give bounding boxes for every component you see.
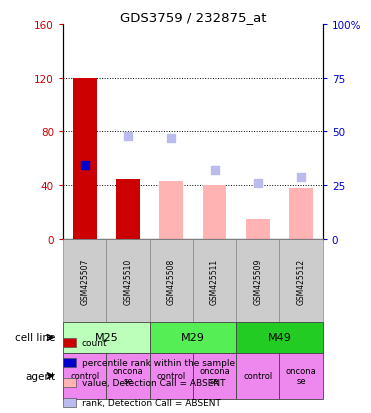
Bar bbox=[150, 322, 236, 353]
Bar bbox=[279, 240, 323, 322]
Bar bbox=[236, 322, 323, 353]
Bar bbox=[106, 240, 150, 322]
Text: GSM425511: GSM425511 bbox=[210, 258, 219, 304]
Bar bbox=[63, 322, 150, 353]
Bar bbox=[193, 353, 236, 399]
Bar bbox=[279, 353, 323, 399]
Bar bbox=[236, 353, 279, 399]
Text: rank, Detection Call = ABSENT: rank, Detection Call = ABSENT bbox=[82, 398, 220, 407]
Bar bbox=[289, 188, 313, 240]
Text: oncona
se: oncona se bbox=[286, 366, 316, 385]
Text: percentile rank within the sample: percentile rank within the sample bbox=[82, 358, 235, 367]
Bar bbox=[246, 219, 270, 240]
Text: oncona
se: oncona se bbox=[199, 366, 230, 385]
Point bbox=[211, 168, 217, 174]
Bar bbox=[236, 240, 279, 322]
Point bbox=[168, 135, 174, 142]
Text: M49: M49 bbox=[267, 332, 292, 343]
Bar bbox=[150, 353, 193, 399]
Text: oncona
se: oncona se bbox=[113, 366, 143, 385]
Bar bbox=[193, 240, 236, 322]
Point bbox=[125, 133, 131, 140]
Text: value, Detection Call = ABSENT: value, Detection Call = ABSENT bbox=[82, 378, 225, 387]
Bar bbox=[73, 78, 96, 240]
Text: GSM425512: GSM425512 bbox=[297, 258, 306, 304]
Point bbox=[255, 180, 261, 187]
Bar bbox=[63, 353, 106, 399]
Text: agent: agent bbox=[26, 371, 56, 381]
Text: GSM425510: GSM425510 bbox=[124, 258, 132, 304]
Bar bbox=[203, 186, 226, 240]
Bar bbox=[150, 240, 193, 322]
Text: control: control bbox=[243, 371, 272, 380]
Point bbox=[82, 162, 88, 169]
Text: GSM425509: GSM425509 bbox=[253, 258, 262, 304]
Point bbox=[298, 174, 304, 180]
Bar bbox=[160, 182, 183, 240]
Text: GSM425507: GSM425507 bbox=[80, 258, 89, 304]
Text: cell line: cell line bbox=[15, 332, 56, 343]
Bar bbox=[63, 240, 106, 322]
Text: M25: M25 bbox=[95, 332, 118, 343]
Text: control: control bbox=[70, 371, 99, 380]
Text: control: control bbox=[157, 371, 186, 380]
Text: M29: M29 bbox=[181, 332, 205, 343]
Bar bbox=[116, 179, 140, 240]
Text: count: count bbox=[82, 338, 107, 347]
Bar bbox=[106, 353, 150, 399]
Text: GSM425508: GSM425508 bbox=[167, 258, 176, 304]
Title: GDS3759 / 232875_at: GDS3759 / 232875_at bbox=[120, 11, 266, 24]
